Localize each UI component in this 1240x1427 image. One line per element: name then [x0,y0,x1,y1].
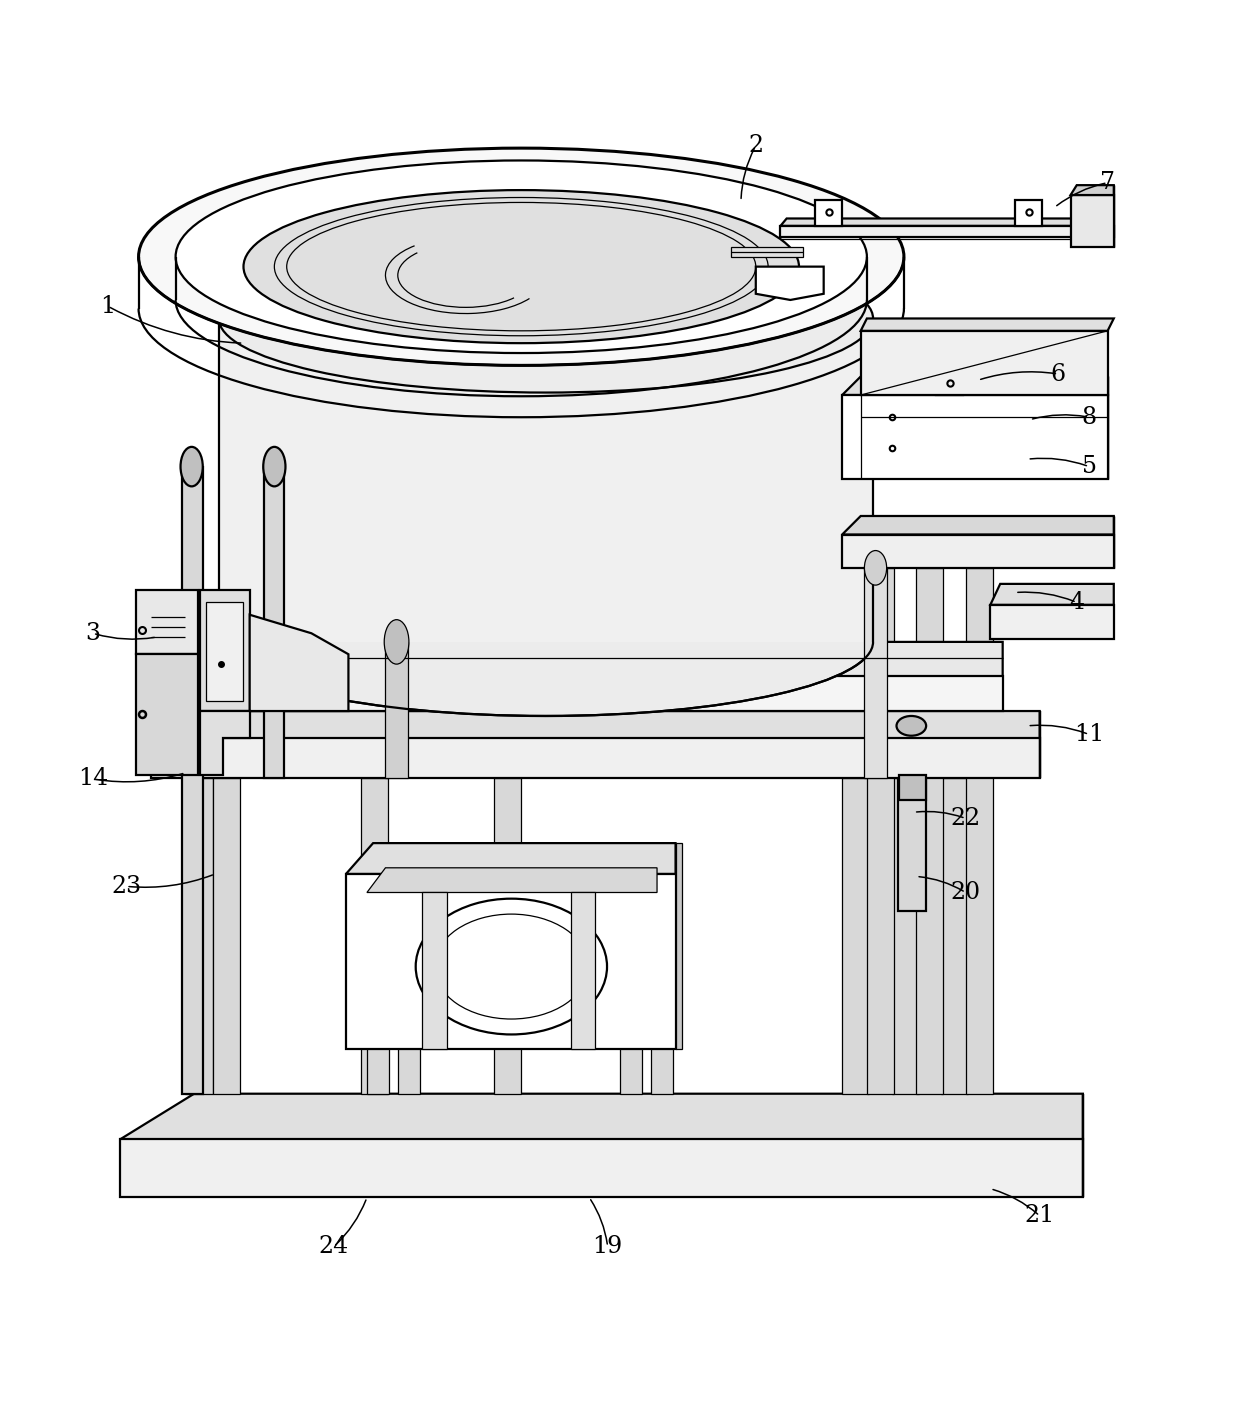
Polygon shape [218,318,873,642]
Polygon shape [386,642,408,778]
Ellipse shape [139,148,904,365]
Text: 6: 6 [1050,362,1066,385]
Polygon shape [201,589,249,711]
Polygon shape [780,225,1114,237]
Ellipse shape [181,447,203,487]
Polygon shape [1070,195,1114,247]
Text: 24: 24 [319,1236,348,1259]
Polygon shape [136,654,198,775]
Polygon shape [842,377,1107,395]
Polygon shape [346,873,676,1049]
Polygon shape [676,843,682,1049]
Polygon shape [361,778,388,1093]
Polygon shape [151,738,1039,778]
Polygon shape [249,615,348,711]
Polygon shape [864,568,887,778]
Text: 4: 4 [1069,591,1084,614]
Polygon shape [892,778,919,1093]
Polygon shape [842,517,1114,535]
Polygon shape [120,1093,1083,1139]
Text: 11: 11 [1074,723,1104,746]
Text: 14: 14 [78,768,108,791]
Polygon shape [861,318,1114,331]
Polygon shape [182,642,1003,676]
Polygon shape [494,778,521,1093]
Ellipse shape [218,244,873,392]
Text: 8: 8 [1081,405,1096,428]
Ellipse shape [218,568,873,716]
Polygon shape [941,778,968,1093]
Polygon shape [151,711,1039,738]
Text: 7: 7 [1100,171,1115,194]
Polygon shape [1016,200,1042,225]
Polygon shape [423,892,448,1049]
Polygon shape [991,584,1114,605]
Polygon shape [620,1049,642,1093]
Polygon shape [398,1049,420,1093]
Text: 3: 3 [86,622,100,645]
Text: 1: 1 [100,294,115,318]
Polygon shape [842,778,869,1093]
Ellipse shape [176,160,867,352]
Polygon shape [899,775,926,801]
Polygon shape [898,726,926,910]
Polygon shape [780,218,1114,225]
Polygon shape [182,467,203,1093]
Polygon shape [570,892,595,1049]
Polygon shape [136,589,198,654]
Ellipse shape [897,716,926,736]
Polygon shape [207,602,243,701]
Text: 23: 23 [112,875,141,898]
Polygon shape [346,843,676,873]
Polygon shape [367,868,657,892]
Polygon shape [842,395,1107,479]
Text: 22: 22 [951,806,981,831]
Polygon shape [732,247,802,257]
Polygon shape [916,568,944,1093]
Polygon shape [186,778,212,1093]
Polygon shape [815,200,842,225]
Polygon shape [212,778,239,1093]
Polygon shape [936,371,963,395]
Text: 20: 20 [951,880,981,903]
Polygon shape [367,1049,389,1093]
Polygon shape [842,535,1114,568]
Polygon shape [867,568,894,1093]
Polygon shape [264,467,284,778]
Polygon shape [861,331,1107,395]
Ellipse shape [864,551,887,585]
Polygon shape [1070,186,1114,195]
Polygon shape [201,711,249,775]
Polygon shape [756,267,823,300]
Polygon shape [991,605,1114,639]
Ellipse shape [384,619,409,664]
Polygon shape [120,1139,1083,1197]
Ellipse shape [263,447,285,487]
Text: 19: 19 [593,1236,622,1259]
Polygon shape [966,568,993,1093]
Polygon shape [651,1049,673,1093]
Text: 5: 5 [1081,455,1096,478]
Text: 21: 21 [1024,1204,1055,1227]
Ellipse shape [243,190,799,342]
Polygon shape [182,676,1003,711]
Text: 2: 2 [748,134,764,157]
